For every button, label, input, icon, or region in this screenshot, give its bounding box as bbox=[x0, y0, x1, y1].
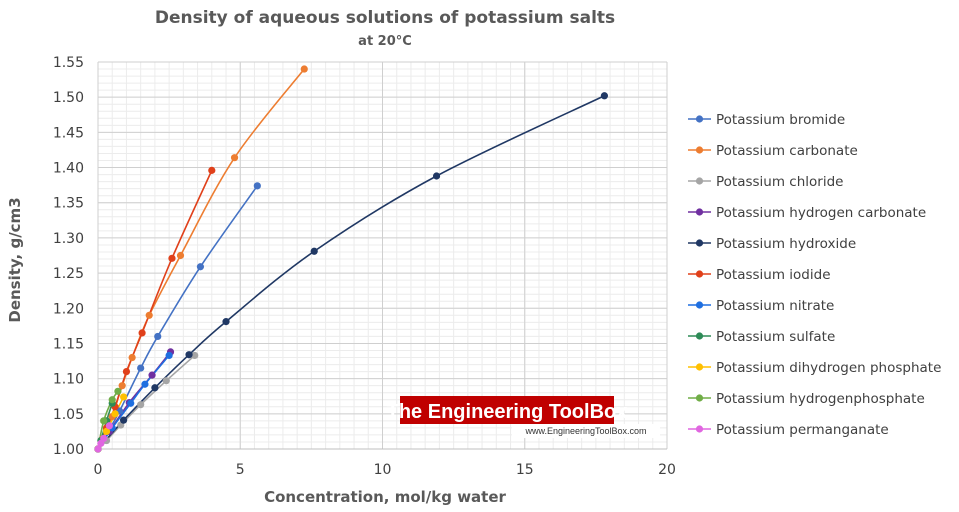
data-point bbox=[118, 382, 126, 390]
data-point bbox=[185, 351, 193, 359]
legend-label: Potassium permanganate bbox=[716, 422, 889, 438]
data-point bbox=[141, 380, 149, 388]
legend-marker bbox=[695, 146, 704, 154]
x-tick-label: 0 bbox=[94, 462, 103, 478]
series-line bbox=[97, 95, 605, 450]
y-tick-label: 1.05 bbox=[53, 407, 84, 423]
watermark: The Engineering ToolBox www.EngineeringT… bbox=[387, 396, 660, 438]
data-point bbox=[137, 401, 145, 409]
data-point bbox=[300, 65, 308, 73]
y-tick-label: 1.55 bbox=[53, 55, 84, 71]
legend-marker bbox=[695, 394, 704, 402]
data-point bbox=[310, 247, 318, 255]
data-point bbox=[208, 166, 216, 174]
data-point bbox=[196, 263, 205, 271]
legend-label: Potassium hydrogenphosphate bbox=[716, 391, 925, 407]
y-tick-label: 1.20 bbox=[53, 301, 84, 317]
y-axis-ticks: 1.00 1.05 1.10 1.15 1.20 1.25 1.30 1.35 1.40 1.45… bbox=[53, 55, 84, 458]
data-point bbox=[108, 396, 116, 404]
chart-subtitle: at 20°C bbox=[358, 34, 412, 49]
data-point bbox=[128, 353, 136, 362]
data-point bbox=[120, 416, 128, 424]
legend-marker bbox=[695, 239, 704, 247]
legend-label: Potassium chloride bbox=[716, 174, 843, 190]
legend-marker bbox=[695, 332, 704, 340]
data-point bbox=[100, 417, 108, 425]
x-tick-label: 15 bbox=[516, 462, 534, 478]
data-point bbox=[94, 445, 102, 453]
data-point bbox=[176, 251, 185, 260]
data-point bbox=[191, 351, 199, 360]
data-point bbox=[253, 182, 261, 190]
data-point bbox=[122, 368, 131, 376]
data-point bbox=[111, 410, 119, 418]
watermark-url-bg bbox=[512, 424, 660, 438]
legend-marker bbox=[695, 208, 704, 216]
data-point bbox=[600, 92, 609, 100]
data-point bbox=[148, 371, 156, 379]
y-tick-label: 1.25 bbox=[53, 266, 84, 282]
y-tick-label: 1.10 bbox=[53, 372, 84, 388]
chart-title: Density of aqueous solutions of potassiu… bbox=[155, 8, 615, 28]
data-point bbox=[102, 427, 111, 436]
data-point bbox=[154, 332, 162, 341]
x-axis-label: Concentration, mol/kg water bbox=[264, 488, 506, 506]
watermark-banner bbox=[400, 396, 614, 424]
legend-marker bbox=[695, 363, 704, 371]
legend-marker bbox=[695, 301, 704, 309]
legend: Potassium bromide Potassium carbonate Pota… bbox=[688, 112, 941, 438]
legend-marker bbox=[695, 177, 704, 185]
y-tick-label: 1.00 bbox=[53, 442, 84, 458]
legend-label: Potassium hydroxide bbox=[716, 236, 856, 252]
legend-label: Potassium sulfate bbox=[716, 329, 835, 345]
data-point bbox=[162, 377, 170, 385]
legend-marker bbox=[695, 115, 704, 123]
y-tick-label: 1.15 bbox=[53, 336, 84, 352]
legend-label: Potassium iodide bbox=[716, 267, 831, 283]
x-tick-label: 5 bbox=[236, 462, 245, 478]
data-point bbox=[114, 387, 122, 395]
y-tick-label: 1.30 bbox=[53, 231, 84, 247]
data-point bbox=[100, 434, 108, 443]
legend-label: Potassium dihydrogen phosphate bbox=[716, 360, 941, 376]
data-point bbox=[138, 329, 146, 337]
watermark-brand: The Engineering ToolBox bbox=[387, 401, 628, 423]
legend-label: Potassium carbonate bbox=[716, 143, 858, 159]
data-point bbox=[165, 351, 173, 360]
data-point bbox=[230, 154, 239, 162]
data-point bbox=[137, 364, 145, 372]
data-point bbox=[145, 311, 153, 319]
data-point bbox=[222, 318, 230, 326]
data-point bbox=[151, 384, 159, 392]
major-gridlines bbox=[97, 61, 668, 450]
y-tick-label: 1.45 bbox=[53, 125, 84, 141]
legend-label: Potassium nitrate bbox=[716, 298, 834, 314]
y-axis-label: Density, g/cm3 bbox=[6, 197, 24, 322]
y-tick-label: 1.50 bbox=[53, 90, 84, 106]
y-tick-label: 1.35 bbox=[53, 196, 84, 212]
data-point bbox=[120, 393, 128, 401]
legend-marker bbox=[695, 270, 704, 278]
series-points bbox=[94, 65, 609, 453]
data-point bbox=[432, 172, 441, 180]
legend-marker bbox=[695, 425, 704, 433]
y-tick-label: 1.40 bbox=[53, 161, 84, 177]
x-axis-ticks: 0 5 10 15 20 bbox=[94, 462, 676, 478]
watermark-url: www.EngineeringToolBox.com bbox=[524, 426, 646, 436]
x-tick-label: 20 bbox=[658, 462, 676, 478]
x-tick-label: 10 bbox=[374, 462, 392, 478]
legend-label: Potassium bromide bbox=[716, 112, 845, 128]
legend-label: Potassium hydrogen carbonate bbox=[716, 205, 926, 221]
data-point bbox=[168, 254, 176, 262]
data-point bbox=[127, 399, 135, 407]
data-point bbox=[105, 422, 113, 430]
